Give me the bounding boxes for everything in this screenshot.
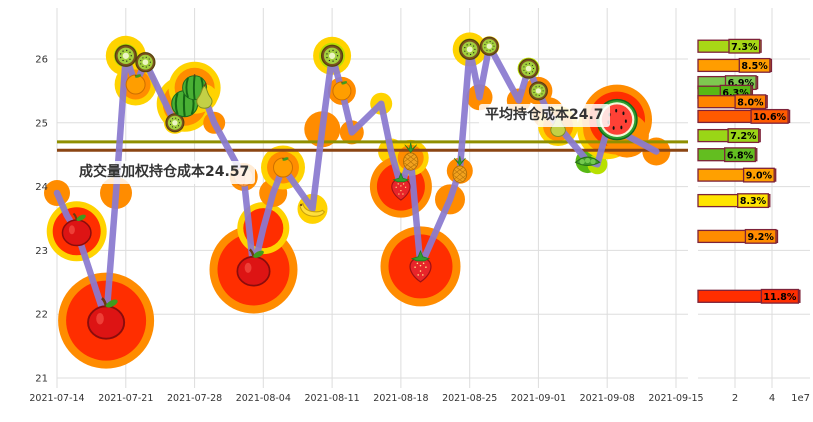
pineapple-icon xyxy=(452,155,468,183)
average-cost-label: 平均持仓成本24.7 xyxy=(479,104,610,127)
svg-text:2021-09-15: 2021-09-15 xyxy=(648,393,703,404)
tangerine-icon xyxy=(273,157,293,178)
kiwi-icon xyxy=(479,36,499,56)
svg-text:2021-07-28: 2021-07-28 xyxy=(167,393,222,404)
distribution-bar-label: 7.3% xyxy=(731,42,758,53)
svg-text:2021-08-04: 2021-08-04 xyxy=(236,393,291,404)
svg-text:23: 23 xyxy=(35,246,48,257)
svg-text:2021-09-08: 2021-09-08 xyxy=(580,393,635,404)
distribution-bar-label: 8.0% xyxy=(737,97,764,108)
kiwi-icon xyxy=(320,44,344,67)
distribution-bar-label: 6.8% xyxy=(727,150,754,161)
distribution-bar-label: 7.2% xyxy=(730,131,757,142)
distribution-bar-label: 9.2% xyxy=(748,232,775,243)
kiwi-icon xyxy=(528,81,548,101)
svg-text:24: 24 xyxy=(35,182,48,193)
kiwi-icon xyxy=(135,52,156,73)
svg-text:22: 22 xyxy=(35,310,48,321)
distribution-bar-label: 11.8% xyxy=(763,292,796,303)
y-axis-labels: 21 22 23 24 25 26 xyxy=(35,55,48,385)
vwap-cost-label: 成交量加权持仓成本24.57 xyxy=(73,161,256,184)
apple-icon xyxy=(236,248,271,287)
svg-text:2021-08-25: 2021-08-25 xyxy=(442,393,497,404)
distribution-bar-label: 6.3% xyxy=(722,88,749,99)
peas-icon xyxy=(574,156,601,166)
distribution-bar-label: 8.3% xyxy=(740,196,767,207)
grid-lines xyxy=(56,8,810,388)
banana-icon xyxy=(299,202,326,217)
dist-x-axis-labels: 2 4 1e7 xyxy=(732,393,810,404)
fruit-markers xyxy=(61,36,638,340)
distribution-bar-label: 10.6% xyxy=(753,112,786,123)
kiwi-icon xyxy=(459,38,481,61)
apple-icon xyxy=(61,212,92,247)
axis-exponent-label: 1e7 xyxy=(791,393,810,404)
pineapple-icon xyxy=(403,142,419,171)
svg-text:2: 2 xyxy=(732,393,738,404)
distribution-bar-label: 6.9% xyxy=(728,78,755,89)
svg-text:2021-08-11: 2021-08-11 xyxy=(304,393,359,404)
svg-text:2021-09-01: 2021-09-01 xyxy=(511,393,566,404)
svg-text:26: 26 xyxy=(35,55,48,66)
distribution-bars: 7.3% 8.5% 6.9%6.3%8.0% 10.6% 7.2% 6.8% 9.0% 8.3… xyxy=(697,38,801,304)
svg-text:25: 25 xyxy=(35,118,48,129)
strawberry-icon xyxy=(391,172,411,201)
svg-text:2021-08-18: 2021-08-18 xyxy=(373,393,428,404)
distribution-bar-label: 8.5% xyxy=(741,61,768,72)
tangerine-icon xyxy=(125,74,146,95)
kiwi-icon xyxy=(114,44,137,67)
kiwi-icon xyxy=(518,58,539,79)
svg-text:2021-07-14: 2021-07-14 xyxy=(29,393,84,404)
distribution-bar-label: 9.0% xyxy=(746,171,773,182)
svg-text:2021-07-21: 2021-07-21 xyxy=(98,393,153,404)
cost-lines xyxy=(57,140,688,152)
svg-text:21: 21 xyxy=(35,374,48,385)
kiwi-icon xyxy=(165,113,185,133)
pear-icon xyxy=(196,82,213,109)
tangerine-icon xyxy=(332,81,352,101)
apple-icon xyxy=(87,297,126,340)
svg-text:4: 4 xyxy=(769,393,775,404)
strawberry-icon xyxy=(409,249,432,283)
x-axis-labels: 2021-07-14 2021-07-21 2021-07-28 2021-08-04… xyxy=(29,393,703,404)
